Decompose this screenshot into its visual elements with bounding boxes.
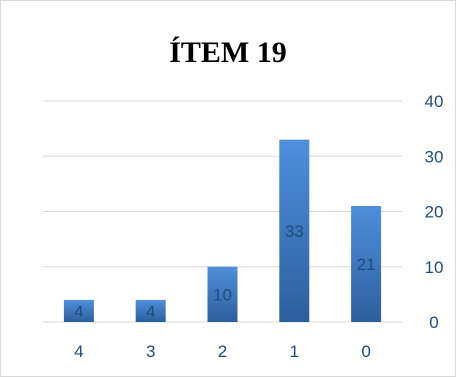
data-labels: 4 4 10 33 21 — [74, 222, 375, 321]
bar — [207, 266, 238, 322]
chart-title: ÍTEM 19 — [169, 36, 287, 69]
data-label: 21 — [357, 255, 376, 274]
y-tick-label: 10 — [425, 258, 444, 277]
bar — [351, 205, 382, 322]
y-tick-label: 0 — [429, 313, 438, 332]
x-category-label: 4 — [74, 342, 83, 361]
data-label: 10 — [213, 285, 232, 304]
y-tick-label: 30 — [425, 147, 444, 166]
x-axis-categories: 4 3 2 1 0 — [74, 342, 371, 361]
x-category-label: 1 — [290, 342, 299, 361]
y-tick-label: 20 — [425, 203, 444, 222]
data-label: 33 — [285, 222, 304, 241]
bar — [135, 299, 166, 322]
x-category-label: 0 — [361, 342, 370, 361]
bar — [279, 139, 310, 322]
y-axis-ticks: 0 10 20 30 40 — [425, 92, 444, 332]
data-label: 4 — [146, 302, 155, 321]
x-category-label: 3 — [146, 342, 155, 361]
x-category-label: 2 — [218, 342, 227, 361]
bar — [63, 299, 94, 322]
data-label: 4 — [74, 302, 83, 321]
y-tick-label: 40 — [425, 92, 444, 111]
bars — [63, 139, 382, 322]
